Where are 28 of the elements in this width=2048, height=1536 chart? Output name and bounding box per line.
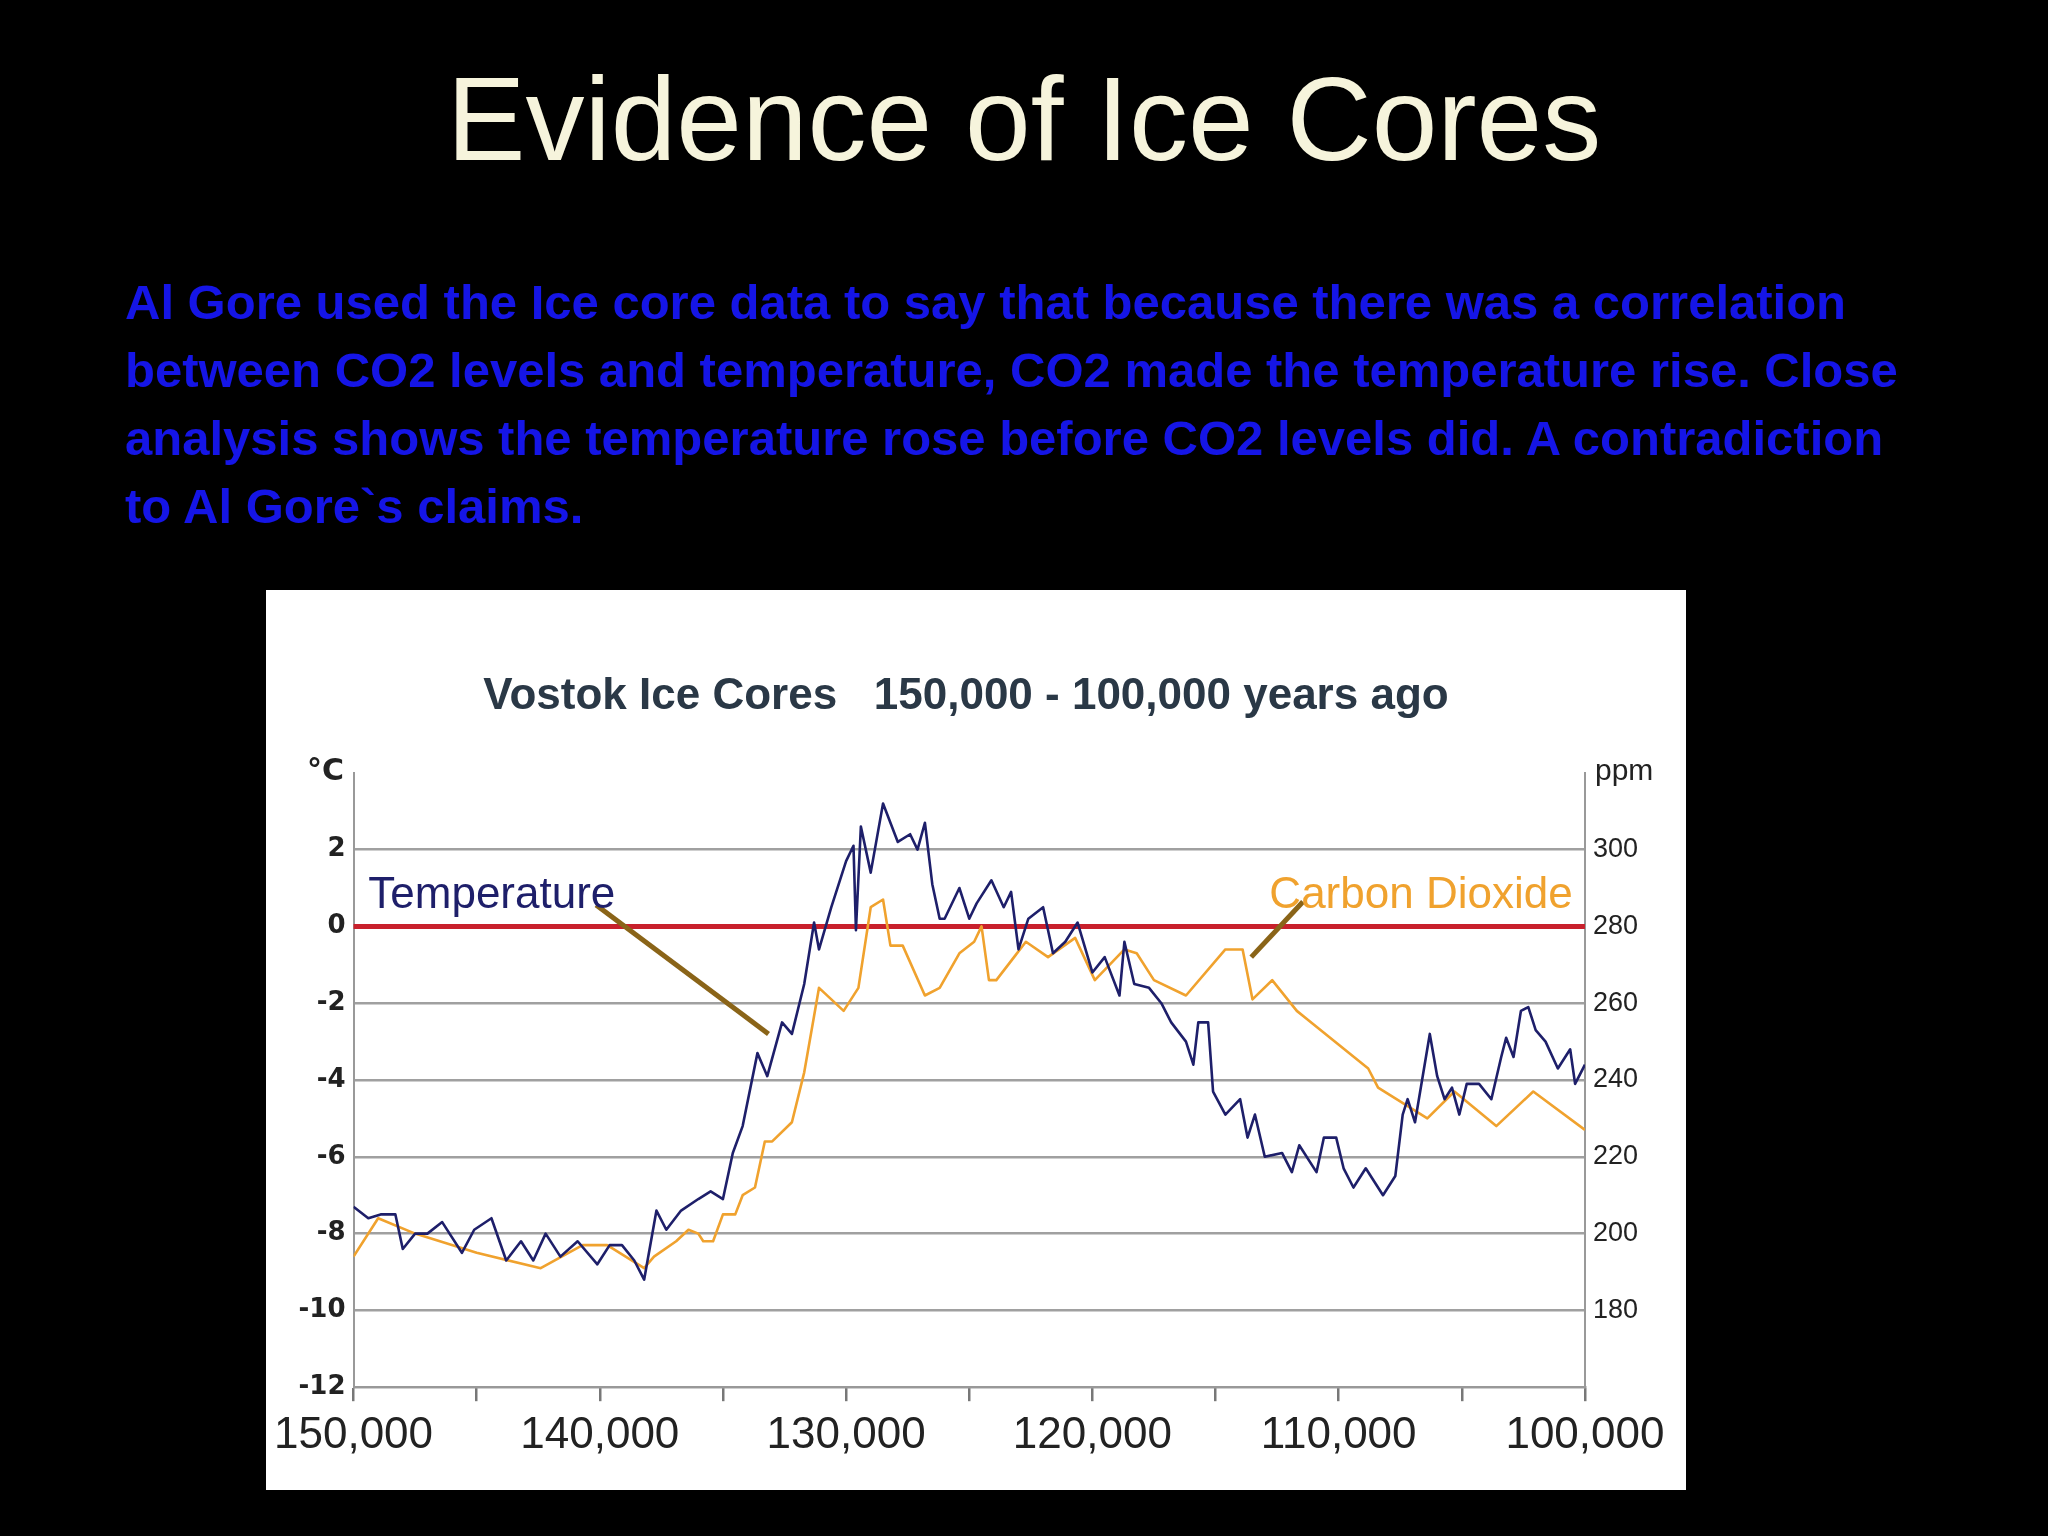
x-tick-label: 140,000 <box>520 1407 680 1457</box>
text: Temperature <box>368 867 616 917</box>
y2-tick-label: 200 <box>1592 1217 1639 1248</box>
text: Vostok Ice Cores 150,000 - 100,000 years ago <box>483 668 1449 718</box>
y2-tick-label: 240 <box>1592 1063 1639 1094</box>
x-tick-label: 130,000 <box>766 1407 926 1457</box>
chart-subtitle: Al Gore used the Ice core data to say that because there was a correlation between CO2 levels and temperature, CO2 made the temperature rise. Close analysis shows the temperature rose before CO2 levels did. A contradiction to Al Gore`s claims. <box>125 274 1899 535</box>
y2-tick-label: 260 <box>1592 986 1639 1017</box>
series-label: Carbon Dioxide <box>1269 867 1573 917</box>
y-tick-label: -12 <box>298 1369 346 1400</box>
y-tick-label: -8 <box>316 1216 346 1247</box>
y-tick-label: -2 <box>316 985 346 1016</box>
y-tick-label: -10 <box>298 1293 346 1324</box>
x-tick-label: 120,000 <box>1012 1407 1172 1457</box>
y2-tick-label: 300 <box>1592 833 1639 864</box>
y-axis-title: °C <box>307 751 345 787</box>
y2-axis-title: ppm <box>1594 753 1654 787</box>
y2-tick-label: 180 <box>1592 1293 1639 1324</box>
y-tick-label: -4 <box>316 1062 346 1093</box>
y2-tick-label: 220 <box>1592 1140 1639 1171</box>
y-tick-label: 2 <box>327 832 346 863</box>
y-tick-label: 0 <box>327 909 346 940</box>
y2-tick-label: 280 <box>1592 909 1639 940</box>
x-tick-label: 110,000 <box>1260 1407 1417 1457</box>
y-tick-label: -6 <box>316 1139 346 1170</box>
x-tick-label: 150,000 <box>273 1407 434 1457</box>
chart-title: Evidence of Ice Cores <box>445 53 1603 185</box>
x-tick-label: 100,000 <box>1505 1407 1665 1457</box>
